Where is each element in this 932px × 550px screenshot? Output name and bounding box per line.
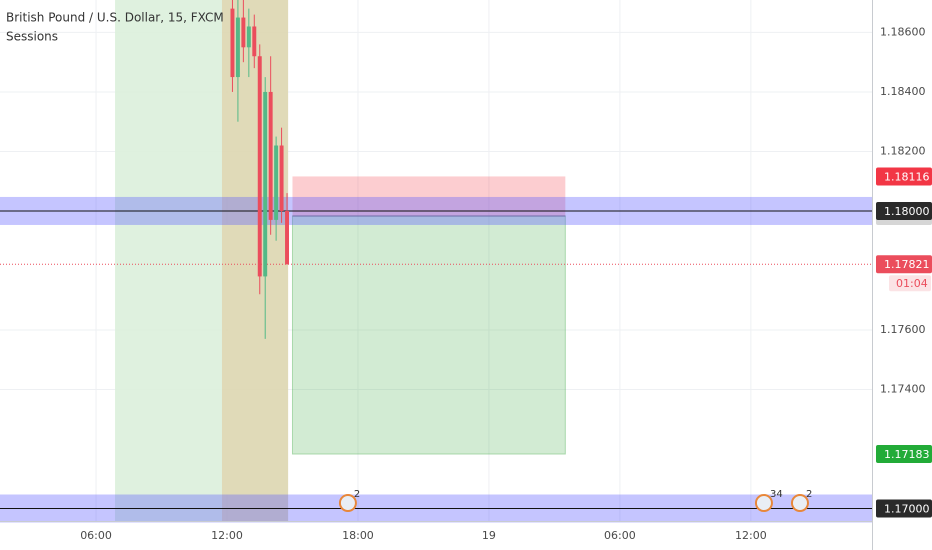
y-tick-label: 1.18600 [880,25,926,38]
x-tick-label: 18:00 [342,529,374,542]
y-tick-label: 1.18400 [880,85,926,98]
event-icon [754,494,773,512]
stop-tag [876,167,932,186]
countdown-box [889,275,931,292]
candle-body [241,17,246,48]
last-price-tag [876,255,932,274]
candle-body [235,17,240,78]
event-count: 2 [806,489,812,500]
event-count: 2 [354,489,360,500]
x-tick-label: 19 [482,529,496,542]
candle-body [246,26,251,48]
y-tick-label: 1.17400 [880,382,926,395]
y-tick-label: 1.17600 [880,323,926,336]
target-tag [876,445,932,464]
candle-body [274,145,279,220]
level-tag [876,499,932,518]
level-tag-label: 1.17000 [884,503,930,516]
session-band [115,0,222,521]
x-tick-label: 06:00 [80,529,112,542]
stop-zone [292,176,566,217]
candle-body [230,8,235,78]
countdown: 01:04 [896,277,928,290]
stop-tag-label: 1.18116 [884,170,930,183]
candle-body [257,56,262,277]
chart-title: British Pound / U.S. Dollar, 15, FXCM [6,11,224,25]
target-tag-label: 1.17183 [884,448,930,461]
event-icon [338,494,357,512]
y-tick-label: 1.18200 [880,144,926,157]
candle-body [268,91,273,220]
event-icon [790,494,809,512]
level-tag-label: 1.18000 [884,205,930,218]
candle-body [263,91,268,277]
candle-body [285,210,290,265]
candle-body [252,26,257,57]
x-tick-label: 12:00 [735,529,767,542]
plot: 2 34 2 [0,0,872,523]
indicator-label: Sessions [6,30,58,44]
x-tick-label: 12:00 [211,529,243,542]
x-tick-label: 06:00 [604,529,636,542]
candle-body [279,145,284,211]
event-count: 34 [770,489,783,500]
last-price-tag-label: 1.17821 [884,258,930,271]
target-zone [291,215,566,455]
session-band [221,0,289,521]
level-tag [876,201,932,220]
